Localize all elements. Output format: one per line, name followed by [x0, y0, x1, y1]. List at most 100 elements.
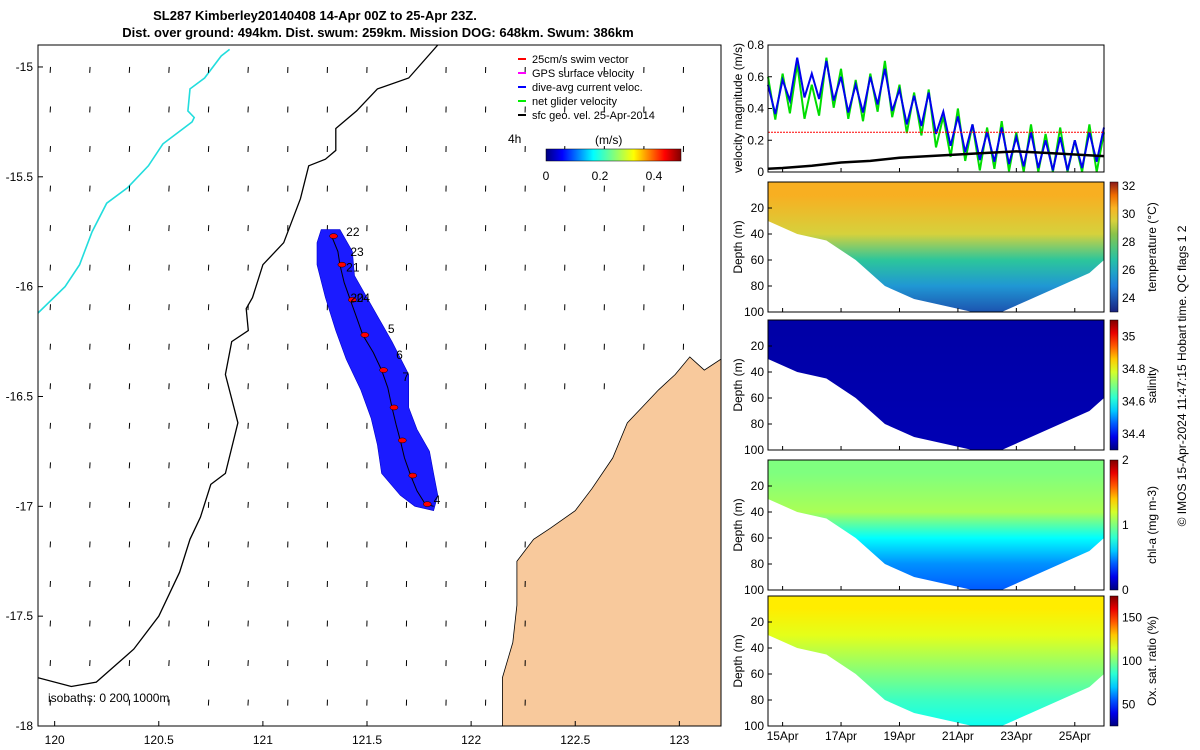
y-tick-label: 100: [744, 305, 764, 319]
y-tick-label: 40: [751, 227, 765, 241]
y-tick-label: 60: [751, 253, 765, 267]
map-y-tick-label: -17.5: [6, 609, 34, 623]
colorbar-tick-label: 100: [1122, 654, 1142, 668]
x-tick-label: 21Apr: [942, 729, 974, 743]
swim-vector-marker: [379, 367, 388, 373]
map-y-tick-label: -15: [16, 60, 34, 74]
y-tick-label: 80: [751, 557, 765, 571]
colorbar-bar: [1109, 459, 1119, 591]
profile-field: [768, 460, 1104, 590]
salinity-panel: 20 40 60 80 100 Depth (m) 34.4 34.6 34.8 35 salini…: [731, 319, 1159, 457]
colorbar-tick-label: 24: [1122, 291, 1136, 305]
y-tick-label: 100: [744, 719, 764, 733]
y-tick-label: 20: [751, 479, 765, 493]
track-day-label: 21: [346, 260, 360, 274]
title-line-2: Dist. over ground: 494km. Dist. swum: 25…: [122, 25, 634, 40]
land-area: [501, 356, 721, 726]
swim-vector-marker: [337, 261, 347, 268]
y-tick-label: 0.2: [747, 133, 764, 147]
y-tick-label: 40: [751, 641, 765, 655]
map-frame-border: [37, 44, 722, 727]
map-y-tick-label: -16.5: [6, 389, 34, 403]
profile-field: [768, 596, 1104, 726]
y-tick-label: 20: [751, 339, 765, 353]
colorbar-tick-label: 26: [1122, 263, 1136, 277]
depth-ylabel: Depth (m): [731, 634, 745, 687]
y-tick-label: 0.8: [747, 38, 764, 52]
colorbar-tick-label: 35: [1122, 329, 1136, 343]
colorbar-tick-label: 50: [1122, 697, 1136, 711]
chlorophyll-panel: 20 40 60 80 100 Depth (m) 0 1 2 chl-a (mg m-3): [731, 453, 1159, 597]
swim-vector-marker: [348, 297, 357, 303]
x-tick-label: 17Apr: [825, 729, 857, 743]
colorbar-label: Ox. sat. ratio (%): [1145, 616, 1159, 706]
surface-velocity-arrows: [49, 66, 685, 706]
y-tick-label: 40: [751, 505, 765, 519]
y-tick-label: 0.6: [747, 70, 764, 84]
velocity-series-line: [767, 57, 1105, 171]
track-day-label: 23: [350, 245, 364, 259]
heatmap-frame: [767, 319, 1105, 451]
y-tick-label: 60: [751, 667, 765, 681]
map-x-tick-label: 123: [669, 733, 689, 747]
y-tick-label: 80: [751, 417, 765, 431]
map-legend: 25cm/s swim vector GPS surface velocity di…: [518, 54, 655, 122]
heatmap-frame: [767, 459, 1105, 591]
y-tick-label: 60: [751, 391, 765, 405]
legend-entry: 25cm/s swim vector: [532, 54, 629, 66]
track-day-label: 7: [402, 370, 409, 384]
map-colorbar: 0 0.2 0.4: [543, 148, 682, 183]
colorbar-label: temperature (°C): [1145, 202, 1159, 292]
dive-current-envelope: [316, 229, 439, 512]
track-day-label: 24: [357, 291, 371, 305]
depth-ylabel: Depth (m): [731, 498, 745, 551]
colorbar-tick-label: 1: [1122, 518, 1129, 532]
map-x-tick-label: 120: [45, 733, 65, 747]
swim-vector-marker: [408, 472, 417, 479]
isobaths-text: isobaths: 0 200 1000m: [48, 691, 169, 705]
track-day-label: 6: [396, 348, 403, 362]
y-tick-label: 80: [751, 279, 765, 293]
colorbar-label-map: (m/s): [595, 133, 622, 147]
coastline-0m: [38, 45, 439, 688]
colorbar-tick-label: 0.2: [592, 169, 609, 183]
colorbar-tick-label: 0.4: [646, 169, 663, 183]
colorbar-tick-label: 32: [1122, 179, 1136, 193]
y-tick-label: 0: [757, 165, 764, 179]
temperature-panel: 20 40 60 80 100 Depth (m) 24 26 28 30 32 temperatur…: [731, 179, 1159, 319]
x-tick-label: 15Apr: [767, 729, 799, 743]
map-x-tick-label: 121: [253, 733, 273, 747]
track-day-label: 20: [350, 291, 364, 305]
legend-entry: net glider velocity: [532, 96, 617, 108]
colorbar-label: chl-a (mg m-3): [1145, 486, 1159, 564]
velocity-series-line: [767, 150, 1105, 171]
colorbar-tick-label: 30: [1122, 207, 1136, 221]
colorbar-bar: [545, 148, 682, 162]
y-tick-label: 80: [751, 693, 765, 707]
track-day-label: 4: [434, 493, 441, 507]
swim-vector-marker: [423, 501, 432, 507]
map-y-tick-label: -17: [16, 499, 34, 513]
map-y-tick-label: -16: [16, 280, 34, 294]
colorbar-tick-label: 34.8: [1122, 362, 1146, 376]
colorbar-tick-label: 0: [543, 169, 550, 183]
map-x-tick-label: 122.5: [560, 733, 590, 747]
legend-entry: sfc geo. vel. 25-Apr-2014: [532, 110, 655, 122]
legend-entry: GPS surface velocity: [532, 68, 635, 80]
velocity-ylabel: velocity magnitude (m/s): [731, 43, 745, 173]
depth-ylabel: Depth (m): [731, 358, 745, 411]
map-y-ticks: -15 -15.5 -16 -16.5 -17 -17.5 -18: [6, 60, 43, 733]
map-x-tick-label: 120.5: [144, 733, 174, 747]
map-x-tick-label: 122: [461, 733, 481, 747]
colorbar-tick-label: 34.4: [1122, 427, 1146, 441]
map-y-tick-label: -18: [16, 719, 34, 733]
title-line-1: SL287 Kimberley20140408 14-Apr 00Z to 25…: [153, 8, 477, 23]
swim-vector-marker: [398, 437, 407, 444]
heatmap-frame: [767, 181, 1105, 313]
colorbar-label: salinity: [1145, 367, 1159, 404]
y-tick-label: 100: [744, 583, 764, 597]
map-x-tick-label: 121.5: [352, 733, 382, 747]
isobath-200m: [38, 48, 231, 314]
